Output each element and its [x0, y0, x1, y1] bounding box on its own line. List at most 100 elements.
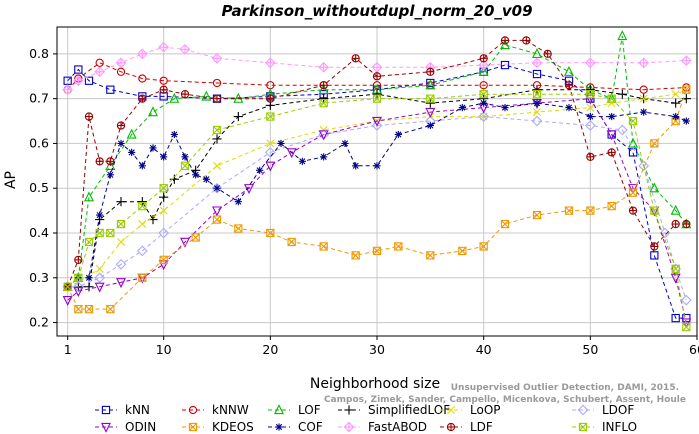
series-point-cof: [352, 162, 360, 170]
series-point-cof: [128, 148, 136, 156]
series-point-ldf: [479, 54, 488, 63]
series-point-ldof: [584, 120, 596, 131]
series-point-ldf: [74, 255, 83, 265]
series-point-inflo: [628, 116, 638, 126]
series-point-cof: [394, 130, 402, 139]
series-point-odin: [606, 130, 617, 141]
series-point-inflo: [84, 237, 94, 247]
series-point-inflo: [319, 98, 328, 108]
series-point-lof: [670, 204, 681, 215]
series-point-inflo: [74, 273, 83, 282]
series-point-cof: [96, 211, 104, 219]
series-point-odin: [265, 161, 276, 172]
legend-label-simplifiedlof: SimplifiedLOF: [368, 403, 450, 417]
series-point-ldf: [682, 219, 691, 229]
y-tick-label: 0.7: [29, 91, 49, 106]
series-point-simplifiedlof: [137, 197, 147, 207]
series-point-inflo: [671, 264, 680, 273]
series-point-kdeos: [564, 206, 574, 215]
series-point-fastabod: [72, 75, 84, 87]
series-point-kdeos: [159, 255, 168, 265]
legend-label-knnw: kNNW: [212, 403, 249, 417]
series-point-kdeos: [532, 210, 542, 220]
series-point-odin: [286, 148, 297, 159]
series-point-loop: [95, 264, 104, 273]
series-point-simplifiedlof: [233, 111, 243, 122]
series-point-ldf: [212, 94, 222, 103]
series-inflo: [63, 90, 691, 332]
series-point-cof: [533, 99, 541, 107]
series-point-loop: [266, 139, 275, 148]
series-point-cof: [458, 104, 466, 112]
series-point-simplifiedlof: [116, 197, 126, 207]
series-point-loop: [213, 161, 221, 170]
series-point-ldof: [158, 227, 170, 239]
x-tick-label: 10: [156, 342, 172, 357]
legend-swatch-marker: [447, 406, 455, 414]
series-point-knn: [84, 76, 94, 85]
series-point-cof: [192, 171, 200, 179]
series-point-inflo: [650, 206, 659, 215]
series-point-simplifiedlof: [671, 98, 681, 108]
legend-label-inflo: INFLO: [602, 420, 637, 434]
series-point-kdeos: [426, 251, 435, 260]
legend: kNN kNNW LOF SimplifiedLOF LoOP LDOF ODIN KDEOS…: [95, 403, 637, 434]
series-point-ldf: [180, 90, 190, 99]
series-point-ldof: [616, 124, 628, 136]
series-point-fastabod: [179, 44, 191, 55]
series-line-inflo: [67, 93, 687, 328]
series-point-kdeos: [287, 237, 296, 247]
series-point-cof: [501, 104, 509, 112]
series-point-fastabod: [211, 52, 223, 64]
series-point-simplifiedlof: [319, 94, 329, 104]
series-point-simplifiedlof: [159, 192, 169, 202]
series-point-cof: [682, 117, 690, 125]
series-point-fastabod: [115, 57, 127, 69]
series-point-knnw: [159, 76, 168, 85]
series-line-kdeos: [67, 89, 687, 310]
series-point-simplifiedlof: [617, 89, 627, 99]
series-point-odin: [212, 206, 222, 217]
series-point-cof: [256, 166, 264, 174]
series-kdeos: [63, 85, 691, 314]
series-point-fastabod: [94, 66, 106, 78]
legend-label-cof: COF: [298, 420, 323, 434]
series-point-ldf: [671, 219, 680, 229]
series-point-kdeos: [106, 304, 115, 314]
x-tick-label: 50: [582, 342, 598, 357]
series-point-inflo: [116, 219, 126, 229]
series-point-cof: [85, 274, 93, 282]
series-point-lof: [105, 159, 116, 170]
series-ldf: [63, 36, 691, 291]
series-point-knn: [500, 60, 510, 70]
series-point-simplifiedlof: [212, 134, 222, 144]
series-point-cof: [160, 153, 168, 161]
x-tick-label: 1: [64, 342, 72, 357]
series-point-inflo: [607, 94, 616, 103]
series-point-kdeos: [372, 246, 382, 256]
series-point-kdeos: [138, 273, 147, 282]
series-point-ldf: [607, 148, 616, 157]
series-point-odin: [180, 237, 190, 248]
series-point-lof: [478, 65, 489, 76]
series-point-knnw: [212, 78, 222, 88]
legend-label-lof: LOF: [298, 403, 321, 417]
series-point-cof: [640, 108, 648, 116]
y-axis-label: AP: [3, 171, 19, 189]
series-point-ldf: [106, 157, 115, 166]
chart-title: Parkinson_withoutdupl_norm_20_v09: [221, 2, 532, 20]
legend-entry-fastabod: FastABOD: [338, 420, 427, 434]
legend-swatch-marker: [344, 405, 354, 415]
series-point-ldof: [115, 258, 127, 270]
series-point-cof: [202, 175, 210, 183]
series-point-loop: [586, 103, 595, 112]
legend-entry-ldf: LDF: [440, 420, 493, 434]
series-point-kdeos: [74, 304, 83, 314]
series-point-inflo: [95, 228, 104, 238]
series-point-kdeos: [628, 188, 638, 197]
series-point-odin: [585, 94, 596, 105]
series-point-ldf: [159, 85, 168, 94]
series-point-inflo: [180, 161, 190, 170]
series-point-odin: [425, 107, 436, 118]
series-point-loop: [639, 94, 648, 103]
